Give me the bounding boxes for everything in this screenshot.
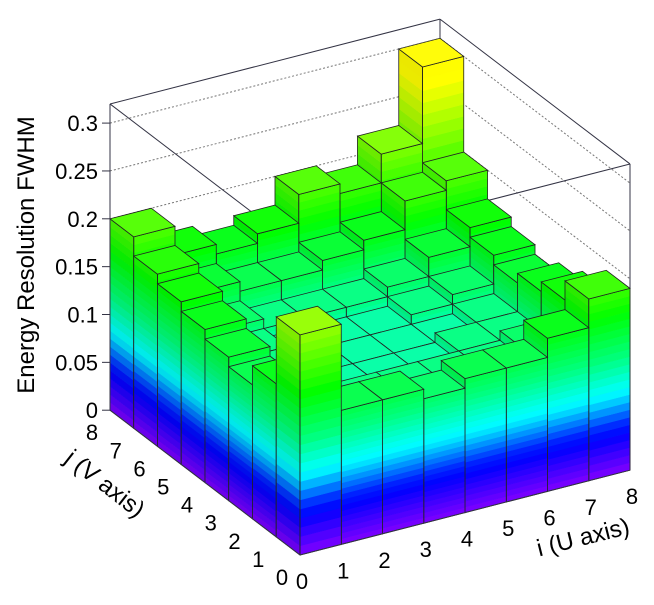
bar-top	[204, 328, 271, 358]
x-tick-label: 3	[420, 537, 432, 562]
x-tick-label: 7	[585, 495, 597, 520]
x-tick-label: 6	[543, 505, 555, 530]
z-axis-title: Energy Resolution FWHM	[13, 116, 40, 393]
z-tick-label: 0.3	[67, 111, 98, 136]
z-tick-label: 0.25	[55, 159, 98, 184]
z-tick-label: 0.15	[55, 255, 98, 280]
bar-top	[440, 349, 508, 380]
z-tick-label: 0.2	[67, 207, 98, 232]
y-tick-label: 1	[252, 547, 264, 572]
bar-top	[445, 198, 513, 229]
x-tick-label: 5	[502, 516, 514, 541]
gridline	[109, 37, 441, 124]
gridline	[109, 133, 441, 220]
bar-top	[232, 204, 300, 235]
bar-top	[180, 300, 248, 330]
bar-top	[427, 265, 495, 296]
frame-edge	[109, 18, 441, 105]
bar-top	[275, 305, 343, 336]
bar-top	[380, 171, 448, 202]
bar-top	[362, 257, 430, 288]
bar-top	[522, 309, 590, 339]
x-tick-label: 8	[626, 484, 638, 509]
axis-frame-front	[102, 103, 631, 556]
bar-top	[386, 285, 454, 316]
bar-i5-j0	[481, 338, 549, 503]
bar-i0-j0	[275, 305, 343, 556]
y-tick-label: 0	[276, 565, 288, 590]
y-tick-label: 4	[181, 493, 193, 518]
x-tick-label: 1	[337, 558, 349, 583]
bar-top	[356, 125, 424, 155]
bar-top	[339, 211, 406, 241]
bar-top	[564, 269, 631, 300]
y-tick-label: 5	[157, 475, 169, 500]
z-tick-label: 0.1	[67, 303, 98, 328]
bar-top	[397, 37, 465, 68]
x-tick-label: 2	[378, 548, 390, 573]
x-tick-label: 4	[461, 527, 473, 552]
bars	[109, 37, 631, 556]
y-tick-label: 6	[133, 456, 145, 481]
frame-edge	[439, 18, 631, 165]
y-tick-label: 8	[86, 420, 98, 445]
bar-top	[156, 272, 224, 303]
x-tick-label: 0	[296, 569, 308, 594]
bar-top	[132, 245, 200, 275]
y-tick-label: 2	[228, 529, 240, 554]
bar-top	[297, 231, 365, 261]
y-tick-label: 3	[205, 511, 217, 536]
x-axis-line	[299, 469, 631, 556]
z-tick-label: 0.05	[55, 350, 98, 375]
gridline	[109, 85, 441, 172]
y-axis-line	[109, 409, 301, 556]
bar-top	[109, 207, 176, 238]
y-tick-label: 7	[110, 438, 122, 463]
bar-top	[469, 226, 536, 256]
bar-top	[404, 228, 471, 258]
bar-top	[274, 165, 341, 195]
bar-top	[421, 151, 489, 182]
z-tick-label: 0	[86, 398, 98, 423]
